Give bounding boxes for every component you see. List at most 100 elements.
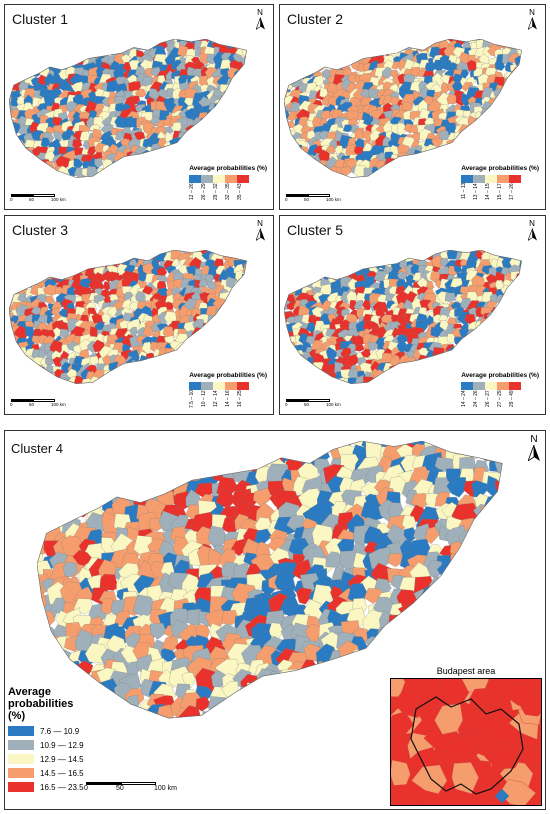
legend-swatch — [509, 382, 522, 390]
legend-swatch — [8, 782, 34, 792]
legend-title: Average probabilities (%) — [461, 165, 539, 172]
scale-label: 0 — [285, 402, 288, 407]
north-arrow: N — [253, 9, 267, 31]
legend-class-label: 26 – 29 — [201, 183, 208, 200]
scale-0: 0 — [84, 785, 88, 792]
panel-title: Cluster 1 — [12, 11, 69, 27]
hungary-map — [9, 250, 247, 384]
scale-bar: 0 50 100 km — [285, 399, 356, 408]
inset-budapest: Budapest area — [390, 666, 542, 806]
legend-swatch — [225, 382, 238, 390]
scale-bar: 0 50 100 km — [10, 399, 81, 408]
north-arrow-icon — [255, 17, 265, 30]
legend-row: 12.9 — 14.5 — [8, 754, 84, 764]
scale-label: 100 km — [51, 197, 66, 202]
legend-swatch — [237, 175, 250, 183]
map-panel-cluster-4: Cluster 4 N — [4, 430, 546, 810]
hungary-map-cluster-4 — [37, 441, 503, 719]
legend-class-label: 35 – 43 — [237, 183, 244, 200]
legend-swatch — [461, 175, 474, 183]
scale-100: 100 km — [154, 785, 177, 792]
scale-bar: 0 50 100 km — [285, 194, 356, 203]
legend-class-label: 10.9 — 12.9 — [40, 740, 84, 750]
scale-label: 50 — [29, 197, 35, 202]
legend-swatch — [8, 754, 34, 764]
legend: Average probabilities (%) 14 – 24 24 – 26 2… — [461, 372, 539, 412]
legend-swatch — [189, 382, 202, 390]
legend-swatch — [473, 382, 486, 390]
legend-class-label: 12 – 14 — [213, 390, 220, 407]
legend-swatch — [8, 740, 34, 750]
legend-swatch — [485, 382, 498, 390]
legend-swatch — [8, 726, 34, 736]
hungary-map — [9, 39, 247, 178]
legend-class-label: 15 – 17 — [497, 183, 504, 200]
scale-50: 50 — [116, 785, 124, 792]
legend-title: Average probabilities (%) — [189, 165, 267, 172]
inset-title: Budapest area — [436, 666, 496, 676]
legend-class-label: 14 – 16 — [225, 390, 232, 407]
legend-class-label: 24 – 26 — [473, 390, 480, 407]
legend-swatch — [201, 382, 214, 390]
legend-class-label: 11 – 13 — [461, 183, 468, 200]
legend-swatch — [237, 382, 250, 390]
legend-class-label: 16 – 25 — [237, 390, 244, 407]
panel-title: Cluster 3 — [12, 222, 69, 238]
legend-title: Average probabilities (%) — [461, 372, 539, 379]
north-arrow: N — [525, 220, 539, 242]
hungary-map — [284, 39, 522, 178]
legend-class-label: 16.5 — 23.5 — [40, 782, 84, 792]
scale-label: 0 — [285, 197, 288, 202]
legend-class-label: 14 – 15 — [485, 183, 492, 200]
legend-class-label: 7.6 — 10.9 — [40, 726, 80, 736]
legend-class-label: 29 – 49 — [509, 390, 516, 407]
legend-swatch — [189, 175, 202, 183]
legend-row: 10.9 — 12.9 — [8, 740, 84, 750]
scale-label: 0 — [10, 197, 13, 202]
scale-label: 50 — [304, 197, 310, 202]
legend-class-label: 14.5 — 16.5 — [40, 768, 84, 778]
legend-class-label: 17 – 26 — [509, 183, 516, 200]
legend-class-label: 32 – 35 — [225, 183, 232, 200]
legend-class-label: 13 – 14 — [473, 183, 480, 200]
north-label: N — [529, 8, 535, 17]
north-label: N — [257, 219, 263, 228]
legend-swatch — [473, 175, 486, 183]
legend-swatch — [509, 175, 522, 183]
legend-title: Average probabilities (%) — [8, 686, 74, 722]
legend-swatch — [497, 382, 510, 390]
hungary-map — [284, 250, 522, 384]
map-panel-cluster-3: Cluster 3 N Average probabilities (%) 7.5 –… — [4, 215, 274, 415]
legend-class-label: 27 – 29 — [497, 390, 504, 407]
north-label: N — [257, 8, 263, 17]
legend-row: 14.5 — 16.5 — [8, 768, 84, 778]
legend-class-label: 14 – 24 — [461, 390, 468, 407]
scale-label: 0 — [10, 402, 13, 407]
north-arrow-icon — [255, 228, 265, 241]
panel-title: Cluster 5 — [287, 222, 344, 238]
scale-label: 50 — [304, 402, 310, 407]
panel-title: Cluster 4 — [11, 441, 64, 456]
scale-label: 50 — [29, 402, 35, 407]
legend-class-label: 10 – 12 — [201, 390, 208, 407]
legend-class-label: 7.5 – 10 — [189, 390, 196, 409]
legend-row: 7.6 — 10.9 — [8, 726, 84, 736]
legend: Average probabilities (%) 11 – 13 13 – 14 1… — [461, 165, 539, 205]
legend-class-label: 29 – 32 — [213, 183, 220, 200]
map-panel-cluster-1: Cluster 1 N Average probabilities (%) 12 – … — [4, 4, 274, 210]
legend-swatch — [485, 175, 498, 183]
legend-class-label: 12.9 — 14.5 — [40, 754, 84, 764]
scale-label: 100 km — [51, 402, 66, 407]
legend-swatch — [213, 382, 226, 390]
scale-label: 100 km — [326, 402, 341, 407]
north-label: N — [529, 219, 535, 228]
legend-class-label: 12 – 26 — [189, 183, 196, 200]
north-arrow: N — [253, 220, 267, 242]
scale-bar-cluster-4: 0 50 100 km — [84, 782, 186, 794]
scale-label: 100 km — [326, 197, 341, 202]
scale-bar: 0 50 100 km — [10, 194, 81, 203]
north-arrow-icon — [527, 17, 537, 30]
legend-swatch — [461, 382, 474, 390]
map-panel-cluster-2: Cluster 2 N Average probabilities (%) 11 – … — [279, 4, 546, 210]
legend-swatch — [201, 175, 214, 183]
